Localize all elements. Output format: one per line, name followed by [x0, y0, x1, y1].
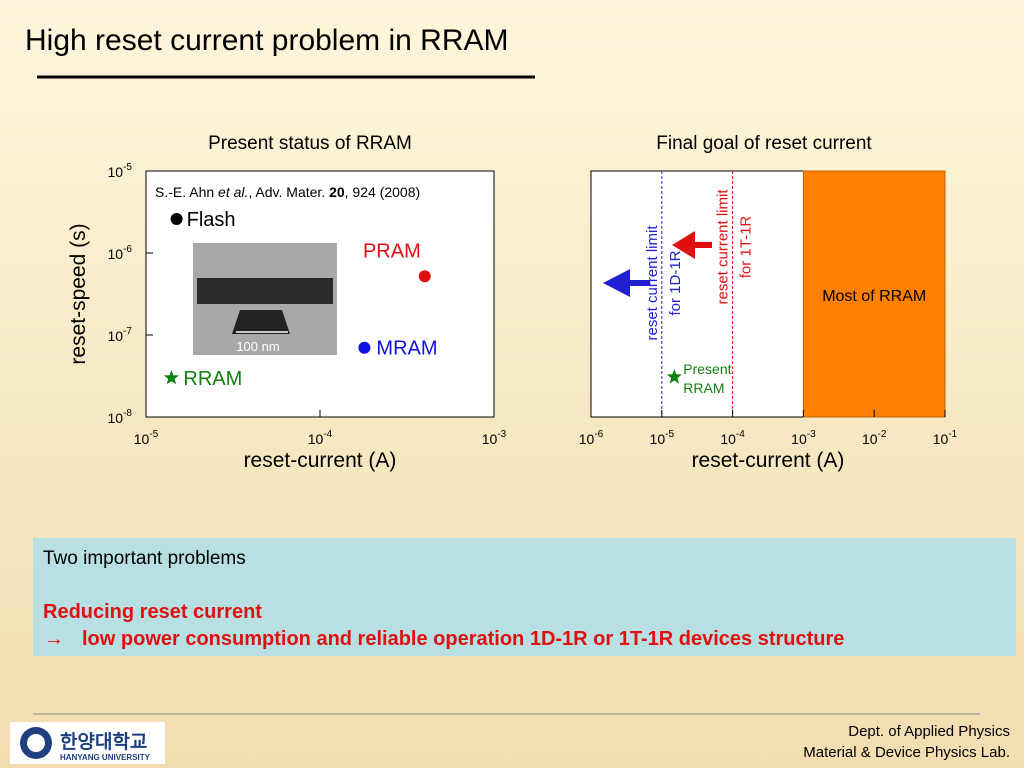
tick-label: 10-3 [791, 429, 816, 447]
limit-label: reset current limit [644, 225, 661, 341]
textbox-bullet: → [44, 628, 64, 650]
tick-exponent: -2 [878, 429, 887, 440]
citation-part: , Adv. Mater. [248, 184, 329, 200]
arrow [672, 231, 712, 259]
x-axis-label: reset-current (A) [692, 449, 845, 472]
tick-base: 10 [108, 164, 124, 180]
logo-emblem-inner [27, 734, 45, 752]
chart-title: Final goal of reset current [656, 133, 872, 154]
tick-label: 10-6 [108, 244, 133, 262]
tick-base: 10 [482, 431, 498, 447]
x-axis-label: reset-current (A) [244, 449, 397, 472]
region-label: Most of RRAM [822, 288, 926, 305]
inset-layer [197, 278, 333, 304]
citation: S.-E. Ahn et al., Adv. Mater. 20, 924 (2… [155, 184, 420, 200]
point-label: RRAM [683, 380, 724, 396]
tick-base: 10 [308, 431, 324, 447]
tick-label: 10-3 [482, 429, 507, 447]
citation-part: S.-E. Ahn [155, 184, 218, 200]
tick-base: 10 [933, 431, 949, 447]
arrow [603, 269, 650, 297]
tick-exponent: -1 [948, 429, 957, 440]
data-point [666, 369, 682, 384]
series-label: MRAM [376, 338, 437, 360]
chart-goal: Final goal of reset current reset-curren… [579, 133, 958, 472]
tick-label: 10-5 [108, 162, 133, 180]
textbox-heading: Two important problems [43, 548, 246, 569]
chart-title: Present status of RRAM [208, 133, 412, 154]
tick-exponent: -3 [807, 429, 816, 440]
tick-label: 10-5 [134, 429, 159, 447]
tick-exponent: -5 [123, 162, 132, 173]
tick-label: 10-8 [108, 408, 133, 426]
textbox [33, 538, 1016, 656]
inset-feature [232, 310, 290, 334]
citation-part: , 924 (2008) [345, 184, 421, 200]
tick-label: 10-5 [650, 429, 675, 447]
tick-base: 10 [579, 431, 595, 447]
limit-label: for 1T-1R [738, 216, 755, 279]
tick-base: 10 [134, 431, 150, 447]
textbox-problem: Reducing reset current [43, 601, 262, 623]
inset-scale: 100 nm [236, 339, 279, 354]
footer-line: Material & Device Physics Lab. [803, 744, 1010, 761]
slide-title: High reset current problem in RRAM [25, 24, 509, 57]
tick-base: 10 [862, 431, 878, 447]
tick-base: 10 [108, 328, 124, 344]
tick-exponent: -3 [497, 429, 506, 440]
tick-base: 10 [720, 431, 736, 447]
series-label: Flash [187, 209, 236, 231]
footer-line: Dept. of Applied Physics [848, 723, 1010, 740]
logo-english: HANYANG UNIVERSITY [60, 753, 151, 762]
tick-label: 10-7 [108, 326, 133, 344]
data-point [358, 341, 371, 354]
tick-base: 10 [650, 431, 666, 447]
limit-label: reset current limit [715, 189, 732, 305]
tick-exponent: -7 [123, 326, 132, 337]
tick-label: 10-6 [579, 429, 604, 447]
tick-base: 10 [108, 410, 124, 426]
tick-base: 10 [791, 431, 807, 447]
tick-exponent: -6 [594, 429, 603, 440]
tick-label: 10-1 [933, 429, 958, 447]
tick-base: 10 [108, 246, 124, 262]
point-label: Present [683, 361, 731, 377]
tick-label: 10-4 [720, 429, 745, 447]
tick-exponent: -5 [149, 429, 158, 440]
tick-exponent: -4 [736, 429, 745, 440]
data-point [163, 369, 179, 385]
tick-label: 10-4 [308, 429, 333, 447]
region [802, 170, 946, 418]
citation-part: et al. [218, 184, 248, 200]
series-label: PRAM [363, 240, 421, 262]
citation-part: 20 [329, 184, 345, 200]
data-point [170, 212, 183, 225]
y-axis-label: reset-speed (s) [67, 223, 90, 364]
logo-korean: 한양대학교 [60, 731, 147, 753]
textbox-detail: low power consumption and reliable opera… [82, 628, 844, 650]
chart-status: 100 nm S.-E. Ahn et al., Adv. Mater. 20,… [67, 133, 507, 472]
tick-exponent: -8 [123, 408, 132, 419]
series-label: RRAM [183, 368, 242, 390]
data-point [418, 270, 431, 283]
tick-exponent: -4 [323, 429, 332, 440]
tick-label: 10-2 [862, 429, 887, 447]
tick-exponent: -5 [665, 429, 674, 440]
limit-label: for 1D-1R [667, 250, 684, 315]
tick-exponent: -6 [123, 244, 132, 255]
